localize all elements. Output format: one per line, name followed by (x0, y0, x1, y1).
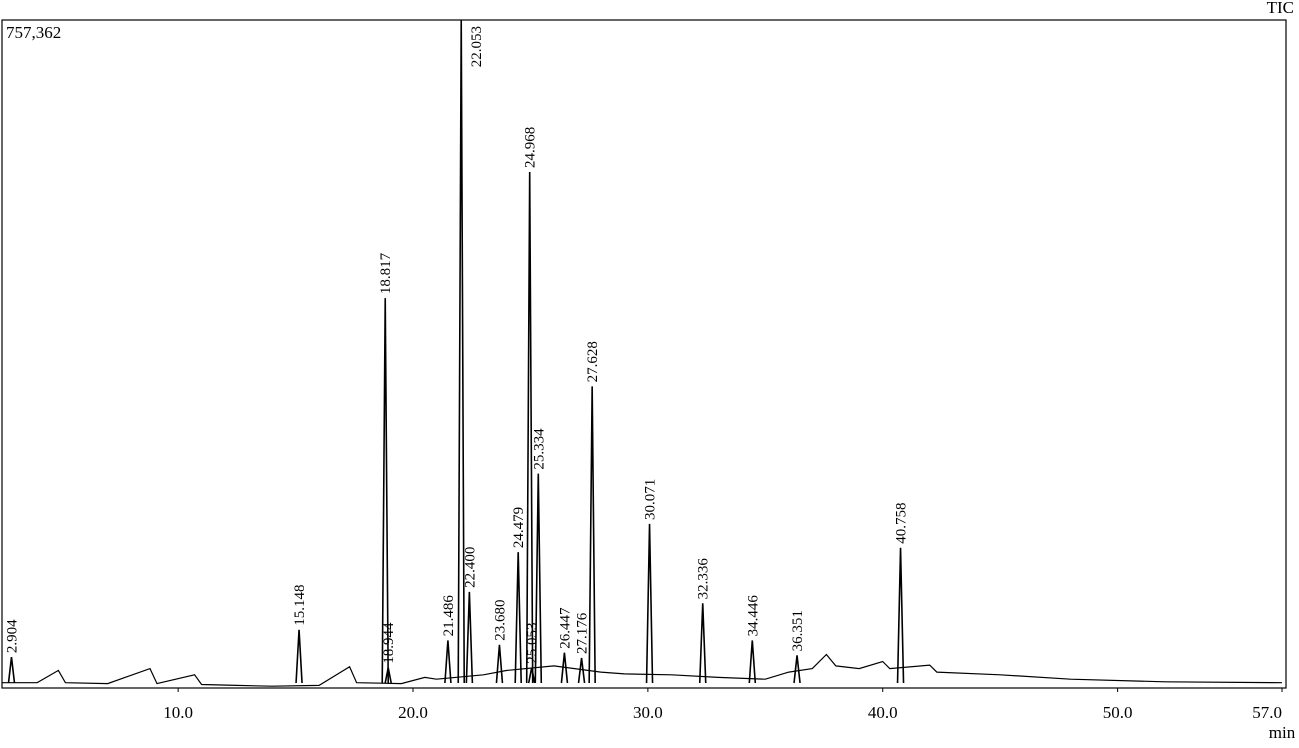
x-tick-label: 50.0 (1103, 703, 1133, 722)
peak-label: 40.758 (894, 503, 910, 544)
peak (7, 657, 16, 684)
peak-label: 24.479 (511, 507, 527, 548)
x-tick-label: 30.0 (633, 703, 663, 722)
peak-label: 26.447 (557, 607, 573, 649)
peak-label: 22.400 (462, 547, 478, 588)
peak-label: 36.351 (790, 610, 806, 651)
peak-label: 18.944 (381, 622, 397, 664)
peak (534, 473, 543, 684)
peak-label: 15.148 (292, 585, 308, 626)
x-tick-label: 20.0 (398, 703, 428, 722)
peak (381, 298, 390, 684)
peak (514, 552, 523, 684)
peak (457, 19, 466, 684)
x-tick-label: 10.0 (163, 703, 193, 722)
peak-label: 34.446 (745, 595, 761, 637)
peak-label: 32.336 (696, 558, 712, 600)
peak (295, 629, 303, 684)
peak (793, 655, 801, 684)
x-tick-label: 57.0 (1252, 703, 1282, 722)
peak (698, 603, 707, 684)
peak (465, 591, 474, 684)
chart-title: TIC (1267, 0, 1294, 17)
peak (645, 523, 654, 684)
peak-label: 25.053 (525, 622, 541, 663)
peak (748, 640, 757, 684)
peak-label: 18.817 (378, 252, 394, 294)
peak (588, 386, 596, 684)
peak (896, 547, 905, 684)
peak (577, 657, 586, 684)
x-axis-label: min (1269, 723, 1296, 742)
baseline-trace (2, 653, 1283, 687)
peak-label: 21.486 (441, 595, 457, 637)
peak-label: 23.680 (492, 600, 508, 641)
peak (525, 172, 534, 684)
y-tick-label: 757,362 (6, 23, 61, 42)
peak-label: 2.904 (4, 619, 20, 653)
peak (495, 644, 504, 684)
peak-label: 25.334 (531, 428, 547, 470)
x-tick-label: 40.0 (868, 703, 898, 722)
plot-frame (1, 19, 1287, 689)
peak (560, 652, 569, 684)
peak (384, 667, 392, 684)
peak (527, 667, 536, 684)
peak-label: 22.053 (469, 26, 485, 67)
peak (444, 640, 452, 684)
peak-label: 27.628 (585, 341, 601, 382)
peak-label: 24.968 (523, 127, 539, 168)
peak-label: 30.071 (643, 479, 659, 520)
peak-label: 27.176 (575, 612, 591, 654)
